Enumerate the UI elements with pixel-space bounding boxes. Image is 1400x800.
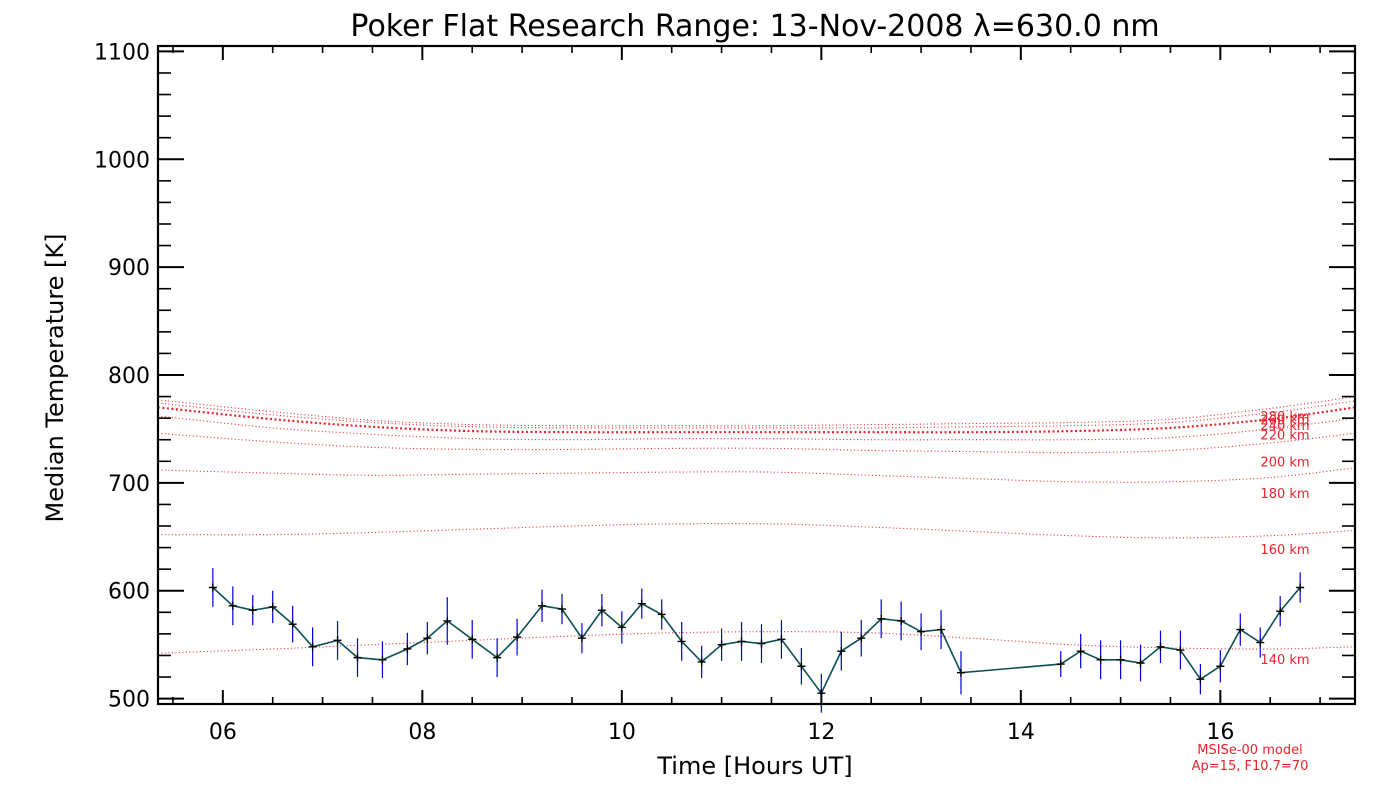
data-point — [443, 616, 452, 625]
measured-series — [208, 568, 1305, 713]
data-point — [308, 642, 317, 651]
y-tick-label: 700 — [108, 472, 150, 497]
tick-labels: 06 08 10 12 14 16 500 600 700 800 900 1000 1100 — [94, 40, 1234, 745]
data-point — [737, 637, 746, 646]
model-curves — [157, 396, 1356, 654]
data-point — [333, 636, 342, 645]
data-point — [468, 635, 477, 644]
model-curve — [157, 400, 1356, 429]
x-tick-label: 12 — [807, 720, 835, 745]
model-curve-label: 220 km — [1260, 429, 1309, 444]
y-tick-label: 500 — [108, 688, 150, 713]
model-curve — [157, 415, 1356, 441]
model-curve — [157, 396, 1356, 427]
data-point — [1216, 662, 1225, 671]
x-tick-label: 16 — [1206, 720, 1234, 745]
measured-line — [212, 586, 1301, 695]
data-point — [513, 633, 522, 642]
model-curve — [157, 406, 1356, 434]
y-tick-label: 1000 — [94, 148, 150, 173]
data-point — [857, 634, 866, 643]
y-axis-label: Median Temperature [K] — [41, 233, 69, 522]
data-point — [757, 639, 766, 648]
model-curve — [157, 432, 1356, 454]
y-tick-label: 1100 — [94, 40, 150, 65]
plot-frame — [156, 44, 1357, 706]
data-point — [617, 623, 626, 632]
data-point — [577, 634, 586, 643]
y-tick-label: 900 — [108, 256, 150, 281]
data-point — [1256, 638, 1265, 647]
x-tick-label: 10 — [608, 720, 636, 745]
data-point — [1096, 655, 1105, 664]
axis-ticks — [158, 46, 1355, 704]
data-point — [637, 599, 646, 608]
data-point — [717, 640, 726, 649]
data-point — [1076, 647, 1085, 656]
model-curve-label: 280 km — [1260, 410, 1309, 425]
model-curve — [157, 522, 1356, 539]
model-curve-label: 140 km — [1260, 653, 1309, 668]
y-tick-label: 600 — [108, 580, 150, 605]
model-curve-label: 200 km — [1260, 456, 1309, 471]
data-point — [1196, 675, 1205, 684]
data-point — [268, 602, 277, 611]
data-point — [877, 614, 886, 623]
data-point — [1176, 646, 1185, 655]
data-point — [897, 616, 906, 625]
data-point — [937, 625, 946, 634]
data-point — [657, 610, 666, 619]
data-point — [378, 655, 387, 664]
data-point — [403, 644, 412, 653]
data-point — [1116, 655, 1125, 664]
chart-title: Poker Flat Research Range: 13-Nov-2008 λ… — [350, 9, 1159, 44]
data-point — [353, 653, 362, 662]
model-curve-label: 160 km — [1260, 543, 1309, 558]
x-axis-label: Time [Hours UT] — [656, 752, 852, 780]
data-point — [208, 583, 217, 592]
data-point — [1296, 583, 1305, 592]
data-point — [956, 668, 965, 677]
data-point — [423, 634, 432, 643]
data-point — [917, 627, 926, 636]
data-point — [777, 635, 786, 644]
data-point — [1056, 660, 1065, 669]
data-point — [557, 605, 566, 614]
x-tick-label: 08 — [408, 720, 436, 745]
model-curve-label: 260 km — [1260, 413, 1309, 428]
x-tick-label: 06 — [209, 720, 237, 745]
data-point — [837, 647, 846, 656]
data-point — [288, 620, 297, 629]
data-point — [538, 601, 547, 610]
data-point — [597, 606, 606, 615]
data-point — [493, 653, 502, 662]
data-point — [1156, 642, 1165, 651]
model-curve-label: 180 km — [1260, 487, 1309, 502]
data-point — [1276, 607, 1285, 616]
data-point — [697, 657, 706, 666]
data-point — [1236, 625, 1245, 634]
model-curve-label: 240 km — [1260, 419, 1309, 434]
model-curve — [157, 467, 1356, 483]
data-point — [248, 606, 257, 615]
data-point — [1136, 659, 1145, 668]
data-point — [677, 637, 686, 646]
data-point — [797, 662, 806, 671]
x-tick-label: 14 — [1007, 720, 1035, 745]
y-tick-label: 800 — [108, 364, 150, 389]
data-point — [228, 601, 237, 610]
model-annotation-line-1: MSISe-00 model — [1197, 743, 1302, 758]
model-annotation-line-2: Ap=15, F10.7=70 — [1192, 759, 1309, 774]
